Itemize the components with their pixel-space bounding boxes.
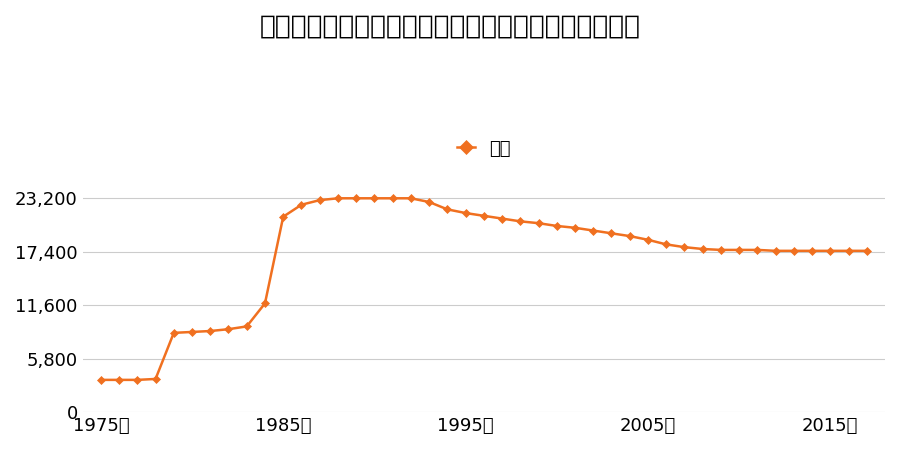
価格 [479,213,490,219]
価格 [770,248,781,253]
価格 [95,377,106,382]
価格 [698,246,708,252]
価格 [132,377,143,382]
価格 [752,247,762,252]
価格 [588,228,598,233]
価格 [460,210,471,216]
価格 [497,216,508,221]
価格 [259,301,270,306]
価格 [861,248,872,253]
価格 [533,220,544,226]
Line: 価格: 価格 [98,195,869,382]
価格 [168,330,179,336]
価格 [716,247,726,252]
価格 [205,328,216,334]
価格 [625,234,635,239]
価格 [661,242,671,247]
価格 [442,207,453,212]
価格 [241,324,252,329]
価格 [806,248,817,253]
価格 [825,248,836,253]
価格 [351,196,362,201]
価格 [113,377,124,382]
価格 [387,196,398,201]
価格 [424,199,435,205]
価格 [788,248,799,253]
価格 [515,219,526,224]
価格 [570,225,580,230]
価格 [643,237,653,243]
価格 [332,196,343,201]
価格 [734,247,744,252]
価格 [223,327,234,332]
Legend: 価格: 価格 [457,140,511,158]
価格 [843,248,854,253]
価格 [369,196,380,201]
価格 [296,202,307,207]
価格 [150,376,161,382]
価格 [186,329,197,335]
Text: 北海道富良野市字下富良野１９４番１１６の地価推移: 北海道富良野市字下富良野１９４番１１６の地価推移 [259,14,641,40]
価格 [406,196,417,201]
価格 [314,198,325,203]
価格 [679,244,689,250]
価格 [552,223,562,229]
価格 [606,230,616,236]
価格 [278,214,289,220]
